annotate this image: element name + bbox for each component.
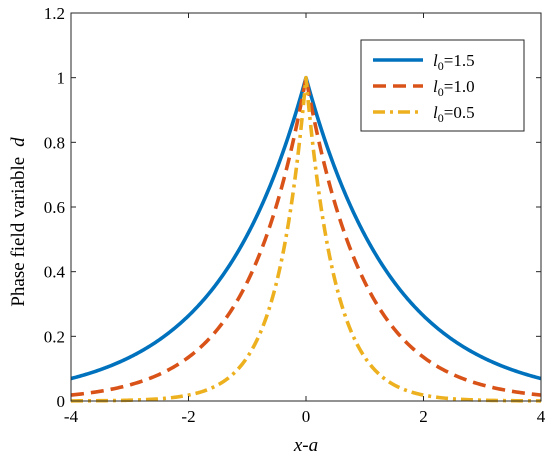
legend-box [360, 39, 525, 132]
y-tick-label: 1.2 [44, 4, 65, 23]
series-layer [70, 75, 542, 403]
x-tick-label: 0 [302, 407, 311, 426]
x-tick-label: -2 [181, 407, 195, 426]
legend-label-1: l0=1.5 [433, 51, 475, 73]
y-tick-label: 0.6 [44, 198, 65, 217]
series-line-2 [70, 75, 542, 397]
y-tick-label: 1 [57, 69, 66, 88]
y-tick-label: 0.4 [44, 263, 66, 282]
legend: l0=1.5 l0=1.0 l0=0.5 [360, 39, 525, 132]
legend-label-2: l0=1.0 [433, 77, 475, 99]
legend-label-3: l0=0.5 [433, 103, 475, 125]
y-axis-label-text: Phase field variable [8, 157, 29, 307]
series-line-3 [70, 75, 542, 403]
ticks-layer: -4 -2 0 2 4 0 0.2 0.4 0.6 0.8 1 1.2 [44, 4, 546, 426]
y-tick-label: 0 [57, 392, 66, 411]
x-axis-label: x-a [293, 435, 318, 456]
y-tick-label: 0.8 [44, 133, 65, 152]
x-tick-label: 2 [419, 407, 428, 426]
y-axis-label-symbol: d [8, 137, 29, 147]
x-tick-label: 4 [537, 407, 546, 426]
x-tick-label: -4 [64, 407, 79, 426]
y-tick-label: 0.2 [44, 327, 65, 346]
y-axis-label: Phase field variable d [8, 137, 29, 307]
